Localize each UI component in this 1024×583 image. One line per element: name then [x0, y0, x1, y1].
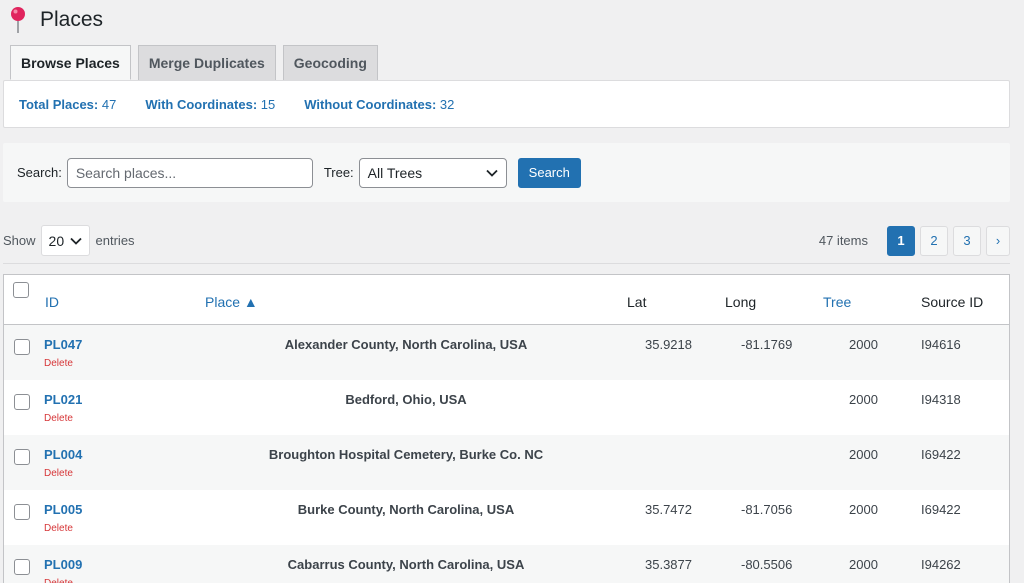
search-button[interactable]: Search [517, 157, 581, 188]
place-name: Alexander County, North Carolina, USA [284, 337, 528, 352]
table-row: PL005 Delete Burke County, North Carolin… [4, 490, 1009, 545]
place-name: Bedford, Ohio, USA [345, 392, 467, 407]
entries-label: entries [95, 233, 135, 248]
tree-value: 2000 [849, 557, 878, 572]
tab-browse-places[interactable]: Browse Places [10, 45, 131, 80]
places-table: ID Place ▲ Lat Long Tree Source ID PL047… [3, 274, 1010, 583]
delete-link[interactable]: Delete [44, 578, 73, 583]
tab-bar: Browse Places Merge Duplicates Geocoding [10, 45, 385, 80]
table-row: PL004 Delete Broughton Hospital Cemetery… [4, 435, 1009, 490]
place-id-link[interactable]: PL005 [44, 502, 83, 517]
stat-label: Without Coordinates: [304, 96, 437, 112]
column-header-tree[interactable]: Tree [823, 294, 852, 310]
source-id-value: I69422 [921, 447, 961, 462]
pagination: 47 items 1 2 3 › [819, 224, 1010, 257]
source-id-value: I94616 [921, 337, 961, 352]
select-all-checkbox[interactable] [13, 282, 29, 298]
stat-label: With Coordinates: [145, 96, 258, 112]
lat-value: 35.7472 [645, 502, 692, 517]
page-button-1[interactable]: 1 [887, 225, 915, 256]
search-panel: Search: Tree: All Trees Search [3, 143, 1010, 202]
source-id-value: I69422 [921, 502, 961, 517]
tree-label: Tree: [323, 165, 354, 180]
show-label: Show [3, 233, 36, 248]
table-controls: Show 20 entries 47 items 1 2 3 › [3, 224, 1010, 257]
next-page-button[interactable]: › [986, 225, 1010, 256]
stat-value: 32 [439, 96, 455, 112]
tab-geocoding[interactable]: Geocoding [282, 45, 378, 80]
pushpin-icon [11, 7, 25, 33]
page-button-2[interactable]: 2 [920, 225, 948, 256]
tree-value: 2000 [849, 447, 878, 462]
lat-value: 35.9218 [645, 337, 692, 352]
place-id-link[interactable]: PL047 [44, 337, 83, 352]
chevron-down-icon [486, 169, 498, 177]
search-input[interactable] [66, 157, 313, 188]
stat-value: 15 [260, 96, 276, 112]
stat-value: 47 [101, 96, 117, 112]
divider [3, 263, 1010, 264]
source-id-value: I94262 [921, 557, 961, 572]
place-id-link[interactable]: PL021 [44, 392, 83, 407]
column-header-id[interactable]: ID [45, 294, 59, 310]
long-value: -80.5506 [741, 557, 793, 572]
table-row: PL021 Delete Bedford, Ohio, USA 2000 I94… [4, 380, 1009, 435]
place-id-link[interactable]: PL004 [44, 447, 83, 462]
tree-value: 2000 [849, 337, 878, 352]
column-header-source-id: Source ID [921, 294, 984, 310]
tree-select-value: All Trees [367, 164, 423, 181]
stats-panel: Total Places: 47 With Coordinates: 15 Wi… [3, 80, 1010, 128]
tab-merge-duplicates[interactable]: Merge Duplicates [137, 45, 276, 80]
delete-link[interactable]: Delete [44, 523, 73, 534]
long-value: -81.1769 [741, 337, 793, 352]
column-header-place[interactable]: Place ▲ [205, 294, 258, 310]
page-title: Places [40, 8, 104, 31]
stat-with-coordinates: With Coordinates: 15 [145, 97, 275, 112]
tree-value: 2000 [849, 392, 878, 407]
row-checkbox[interactable] [14, 559, 30, 575]
tree-value: 2000 [849, 502, 878, 517]
place-id-link[interactable]: PL009 [44, 557, 83, 572]
lat-value: 35.3877 [645, 557, 692, 572]
table-row: PL009 Delete Cabarrus County, North Caro… [4, 545, 1009, 583]
row-checkbox[interactable] [14, 339, 30, 355]
stat-total-places: Total Places: 47 [19, 97, 116, 112]
row-checkbox[interactable] [14, 504, 30, 520]
column-header-long: Long [725, 294, 757, 310]
source-id-value: I94318 [921, 392, 961, 407]
table-row: PL047 Delete Alexander County, North Car… [4, 325, 1009, 380]
delete-link[interactable]: Delete [44, 468, 73, 479]
stat-label: Total Places: [19, 96, 99, 112]
place-name: Burke County, North Carolina, USA [297, 502, 515, 517]
delete-link[interactable]: Delete [44, 413, 73, 424]
entries-select-value: 20 [48, 232, 65, 249]
items-count: 47 items [818, 233, 868, 248]
long-value: -81.7056 [741, 502, 793, 517]
row-checkbox[interactable] [14, 394, 30, 410]
column-header-lat: Lat [627, 294, 647, 310]
place-name: Broughton Hospital Cemetery, Burke Co. N… [268, 447, 544, 462]
page-header: Places [8, 5, 103, 35]
table-header: ID Place ▲ Lat Long Tree Source ID [4, 275, 1009, 325]
tree-select[interactable]: All Trees [358, 157, 507, 188]
search-label: Search: [17, 165, 62, 180]
place-name: Cabarrus County, North Carolina, USA [287, 557, 525, 572]
row-checkbox[interactable] [14, 449, 30, 465]
entries-select[interactable]: 20 [40, 225, 90, 256]
page-button-3[interactable]: 3 [953, 225, 981, 256]
chevron-down-icon [69, 237, 82, 245]
stat-without-coordinates: Without Coordinates: 32 [304, 97, 454, 112]
delete-link[interactable]: Delete [44, 358, 73, 369]
